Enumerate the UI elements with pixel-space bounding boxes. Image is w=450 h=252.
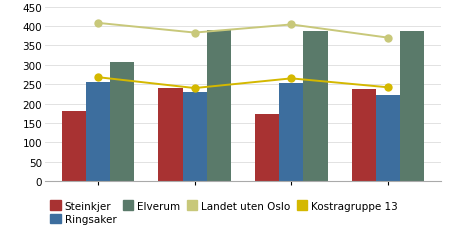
Bar xyxy=(400,32,424,181)
Bar xyxy=(255,115,279,181)
Bar xyxy=(62,111,86,181)
Bar xyxy=(110,62,135,181)
Legend: Steinkjer, Ringsaker, Elverum, Landet uten Oslo, Kostragruppe 13: Steinkjer, Ringsaker, Elverum, Landet ut… xyxy=(50,201,398,224)
Bar xyxy=(183,92,207,181)
Bar xyxy=(86,83,110,181)
Bar xyxy=(158,89,183,181)
Bar xyxy=(303,32,328,181)
Bar xyxy=(279,83,303,181)
Bar xyxy=(207,31,231,181)
Bar xyxy=(351,90,376,181)
Bar xyxy=(376,96,400,181)
